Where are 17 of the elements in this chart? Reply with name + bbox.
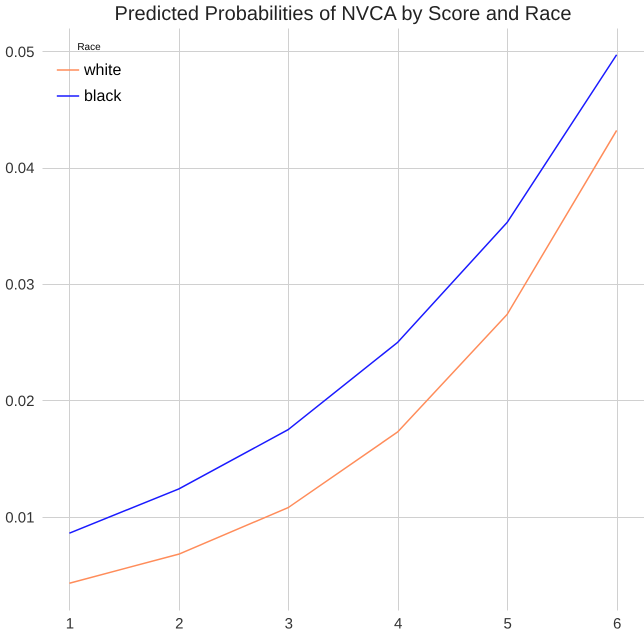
x-tick-label: 3 <box>284 616 293 632</box>
y-tick-label: 0.01 <box>5 509 34 526</box>
y-tick-label: 0.03 <box>5 276 34 294</box>
line-series <box>68 54 618 534</box>
line-series <box>68 130 618 584</box>
legend-title: Race <box>77 42 102 53</box>
chart-title: Predicted Probabilities of NVCA by Score and Race <box>114 3 572 25</box>
x-tick-label: 5 <box>504 616 512 632</box>
legend-label: white <box>83 62 122 79</box>
y-tick-label: 0.04 <box>5 160 34 178</box>
x-tick-label: 2 <box>175 616 184 632</box>
y-tick-label: 0.02 <box>5 392 34 410</box>
x-tick-label: 1 <box>66 616 74 632</box>
x-tick-label: 4 <box>394 616 402 632</box>
x-tick-label: 6 <box>612 616 622 632</box>
legend-label: black <box>84 88 122 105</box>
y-tick-label: 0.05 <box>5 44 34 61</box>
